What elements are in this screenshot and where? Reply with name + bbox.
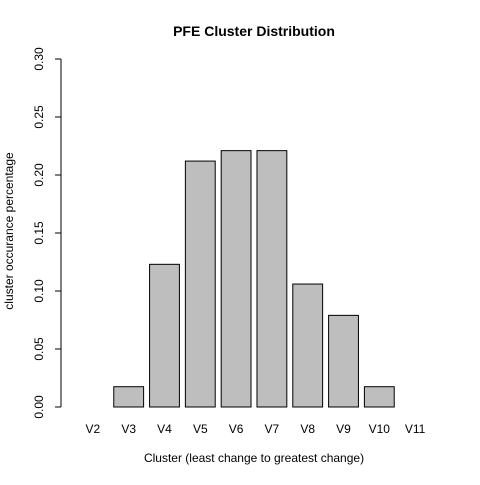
- bar-v6: [220, 150, 252, 408]
- bar-v5: [184, 160, 216, 408]
- bar-v10: [363, 386, 395, 408]
- x-tick-labels: V2 V3 V4 V5 V6 V7 V8 V9 V10 V11: [86, 422, 426, 436]
- bar-v4: [149, 263, 180, 408]
- x-tick-label: V5: [193, 422, 208, 436]
- y-tick-label: 0.20: [32, 163, 46, 187]
- bar-v3: [113, 386, 145, 408]
- y-tick-label: 0.25: [32, 105, 46, 129]
- x-tick-label: V10: [369, 422, 391, 436]
- chart-title: PFE Cluster Distribution: [173, 23, 335, 39]
- bar-v8: [292, 283, 324, 408]
- x-tick-label: V4: [157, 422, 172, 436]
- y-tick-label: 0.10: [32, 279, 46, 303]
- y-axis: 0.00 0.05 0.10 0.15 0.20 0.25 0.30: [32, 47, 62, 419]
- x-tick-label: V7: [265, 422, 280, 436]
- y-tick-label: 0.30: [32, 47, 46, 71]
- x-tick-label: V9: [336, 422, 351, 436]
- x-tick-label: V6: [229, 422, 244, 436]
- y-tick-label: 0.15: [32, 221, 46, 245]
- bar-v7: [256, 150, 288, 408]
- y-tick-label: 0.00: [32, 395, 46, 419]
- bar-v9: [328, 314, 359, 408]
- x-tick-label: V8: [300, 422, 315, 436]
- bars-group: [113, 150, 395, 408]
- x-tick-label: V2: [86, 422, 101, 436]
- y-tick-label: 0.05: [32, 337, 46, 361]
- x-tick-label: V3: [121, 422, 136, 436]
- x-axis-label: Cluster (least change to greatest change…: [144, 451, 364, 465]
- x-tick-label: V11: [405, 422, 426, 436]
- y-axis-label: cluster occurance percentage: [2, 152, 16, 310]
